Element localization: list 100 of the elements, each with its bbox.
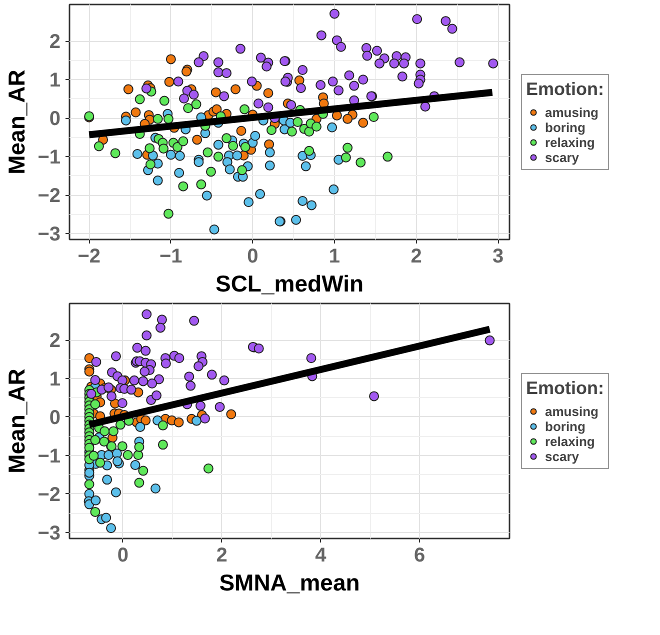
point	[240, 104, 250, 114]
point	[264, 160, 275, 171]
point	[101, 512, 112, 523]
point	[104, 382, 114, 392]
point	[369, 391, 380, 402]
point	[328, 76, 338, 87]
point	[158, 420, 168, 430]
point	[389, 58, 400, 68]
point	[90, 375, 100, 386]
point	[155, 322, 166, 333]
point	[298, 65, 308, 75]
point	[156, 314, 167, 325]
y-tick-label: 2	[49, 31, 60, 54]
point	[256, 52, 266, 63]
point	[311, 122, 322, 132]
point	[336, 42, 346, 52]
point	[236, 126, 246, 136]
point	[203, 464, 214, 474]
point	[84, 366, 94, 377]
point	[415, 58, 426, 68]
point	[255, 189, 266, 200]
point	[420, 102, 430, 112]
point	[362, 50, 372, 61]
y-tick-label: −3	[38, 522, 61, 544]
point	[382, 152, 393, 162]
point	[253, 98, 264, 108]
point	[440, 16, 451, 26]
point	[237, 165, 248, 176]
x-tick-label: 2	[216, 544, 228, 566]
point	[213, 57, 224, 68]
y-tick-label: 1	[49, 368, 60, 390]
point	[200, 414, 210, 424]
point	[213, 67, 224, 78]
point	[163, 208, 174, 219]
point	[150, 484, 161, 494]
point	[292, 117, 303, 127]
point	[99, 436, 110, 447]
point	[194, 361, 204, 372]
point	[178, 181, 188, 192]
point	[488, 58, 498, 68]
point	[130, 460, 140, 470]
point	[110, 148, 120, 158]
x-axis-title: SCL_medWin	[215, 270, 364, 296]
point	[95, 458, 106, 468]
point	[115, 420, 126, 430]
x-tick-label: 0	[117, 544, 128, 566]
point	[178, 136, 188, 146]
point	[356, 157, 366, 168]
point	[117, 398, 128, 408]
x-tick-label: 4	[315, 544, 328, 566]
point	[134, 94, 145, 104]
point	[110, 487, 121, 498]
point	[108, 426, 118, 436]
point	[213, 152, 224, 162]
point	[84, 468, 94, 478]
point	[130, 107, 141, 118]
point	[250, 130, 260, 141]
point	[447, 24, 458, 34]
point	[91, 356, 102, 367]
point	[145, 159, 156, 170]
point	[230, 84, 241, 94]
point	[142, 330, 152, 340]
y-tick-label: −3	[38, 224, 61, 246]
point	[342, 142, 353, 153]
legend-label: relaxing	[545, 434, 595, 448]
point	[316, 80, 326, 90]
point	[342, 114, 353, 124]
point	[222, 133, 232, 144]
point	[179, 94, 189, 104]
point	[174, 168, 184, 178]
point	[106, 523, 116, 534]
point	[349, 80, 360, 91]
point	[192, 416, 202, 426]
point	[152, 176, 163, 186]
point	[192, 134, 202, 145]
point	[102, 474, 112, 485]
point	[263, 88, 274, 98]
point	[484, 335, 495, 346]
legend-label: scary	[545, 448, 579, 464]
point	[214, 402, 225, 412]
point	[397, 72, 408, 82]
point	[244, 197, 254, 208]
point	[206, 166, 216, 177]
point	[138, 376, 148, 386]
legend-title: Emotion:	[526, 378, 604, 398]
x-axis-title: SMNA_mean	[219, 570, 360, 596]
y-axis-title: Mean_AR	[4, 69, 30, 174]
point	[126, 384, 136, 395]
point	[412, 14, 422, 24]
point	[140, 346, 151, 356]
point	[184, 372, 194, 382]
point	[306, 353, 316, 364]
point	[152, 390, 162, 400]
point	[140, 415, 151, 426]
point	[158, 144, 169, 154]
y-tick-label: 2	[49, 330, 60, 352]
x-tick-label: −2	[78, 246, 101, 268]
point	[90, 399, 100, 410]
point	[188, 90, 199, 100]
point	[254, 344, 264, 354]
